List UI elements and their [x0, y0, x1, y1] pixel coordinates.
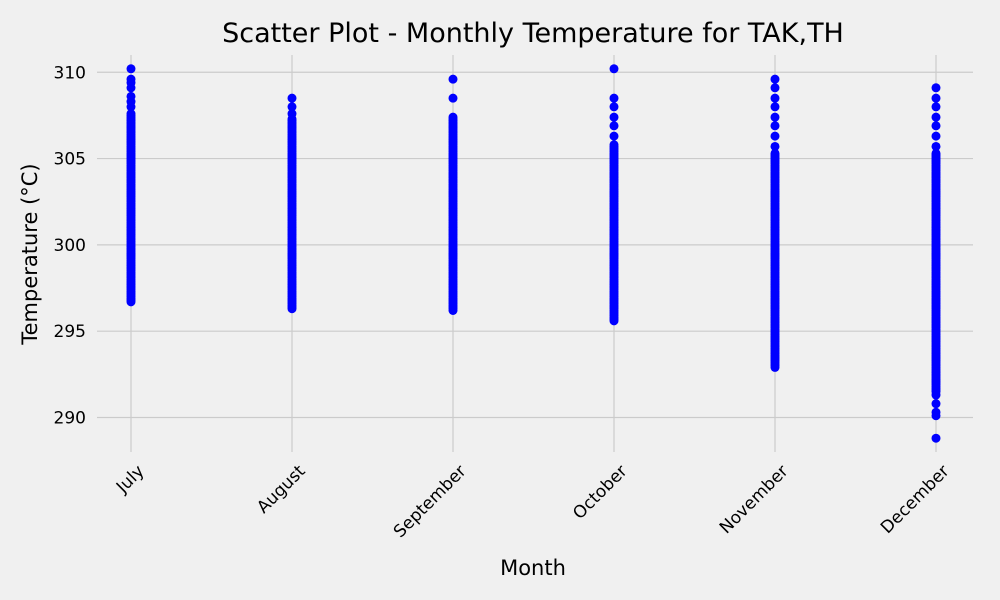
- data-point: [931, 102, 941, 112]
- data-point: [931, 390, 941, 400]
- data-point: [931, 131, 941, 141]
- data-point: [931, 407, 941, 417]
- y-tick-label: 305: [54, 150, 86, 170]
- x-axis-label: Month: [500, 556, 566, 580]
- data-point: [931, 141, 941, 151]
- y-tick-label: 290: [54, 408, 86, 428]
- data-point: [931, 433, 941, 443]
- x-tick-label: July: [112, 461, 148, 497]
- x-tick-label: December: [877, 461, 953, 537]
- data-point: [609, 140, 619, 150]
- chart-title: Scatter Plot - Monthly Temperature for T…: [222, 18, 844, 49]
- data-point: [126, 74, 136, 84]
- data-point: [931, 93, 941, 103]
- data-point: [448, 93, 458, 103]
- data-point: [770, 83, 780, 93]
- data-point: [287, 93, 297, 103]
- x-tick-label: September: [390, 461, 471, 542]
- x-grid: [130, 55, 937, 452]
- y-tick-labels: 290 295 300 305 310: [54, 63, 86, 428]
- data-point: [931, 83, 941, 93]
- y-tick-label: 310: [54, 63, 86, 83]
- data-point: [609, 93, 619, 103]
- data-point: [770, 93, 780, 103]
- data-point: [448, 112, 458, 122]
- data-point: [609, 131, 619, 141]
- data-point: [287, 102, 297, 112]
- data-point: [126, 109, 136, 119]
- y-grid: [97, 71, 973, 419]
- data-point: [931, 121, 941, 131]
- data-point: [931, 399, 941, 409]
- y-tick-label: 295: [54, 322, 86, 342]
- data-point: [126, 64, 136, 74]
- data-point: [770, 148, 780, 158]
- x-tick-label: November: [716, 461, 793, 538]
- data-point: [931, 112, 941, 122]
- data-point: [609, 102, 619, 112]
- data-point: [609, 112, 619, 122]
- x-tick-labels: July August September October November Decemb…: [112, 461, 953, 542]
- data-point: [448, 74, 458, 84]
- x-tick-label: August: [253, 461, 309, 517]
- data-point: [609, 121, 619, 131]
- data-point: [770, 131, 780, 141]
- data-points: [126, 64, 941, 443]
- y-axis-label: Temperature (°C): [18, 163, 42, 345]
- data-point: [770, 112, 780, 122]
- data-point: [931, 148, 941, 158]
- data-point: [770, 102, 780, 112]
- y-tick-label: 300: [54, 236, 86, 256]
- data-point: [770, 141, 780, 151]
- data-point: [770, 74, 780, 84]
- data-point: [126, 91, 136, 101]
- data-point: [770, 121, 780, 131]
- data-point: [609, 64, 619, 74]
- x-tick-label: October: [569, 461, 631, 523]
- data-point: [287, 109, 297, 119]
